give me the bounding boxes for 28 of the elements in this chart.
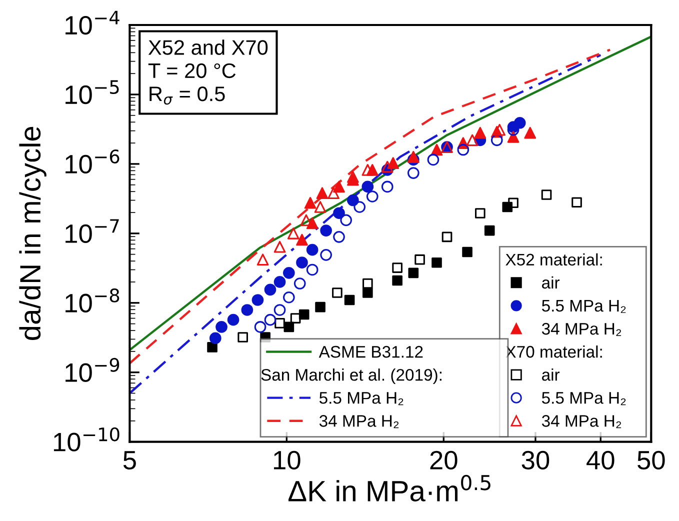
- x-tick-label: 10: [274, 450, 300, 470]
- annotation: X52 material:: [506, 253, 602, 266]
- annotation: San Marchi et al. (2019):: [261, 368, 442, 384]
- legend-label: air: [542, 368, 560, 381]
- x-tick-label: 30: [522, 450, 550, 470]
- y-tick-label: 10$^{−4}$: [66, 10, 120, 35]
- legend-label: ASME B31.12: [318, 346, 423, 358]
- annotation: X52 and X70 T = 20 °C R$_{σ}$ = 0.5: [148, 40, 268, 105]
- x-tick-label: 5: [123, 451, 136, 470]
- legend-label: 5.5 MPa H₂: [542, 300, 626, 313]
- y-tick-label: 10$^{−6}$: [66, 149, 120, 174]
- x-tick-label: 20: [430, 450, 458, 470]
- y-tick-label: 10$^{−8}$: [66, 288, 120, 312]
- y-tick-label: 10$^{−10}$: [54, 427, 120, 452]
- y-tick-label: 10$^{−7}$: [66, 219, 119, 244]
- legend-label: air: [542, 276, 560, 289]
- x-tick-label: 40: [586, 450, 614, 470]
- legend-label: 34 MPa H₂: [542, 322, 622, 336]
- legend-label: 34 MPa H₂: [319, 415, 399, 428]
- y-axis-title: da/dN in m/cycle: [19, 126, 46, 340]
- x-axis-title: ΔK in MPa·m$^{0.5}$: [288, 474, 490, 502]
- x-tick-label: 50: [638, 450, 665, 470]
- legend-label: 5.5 MPa H₂: [542, 392, 626, 406]
- annotation: X70 material:: [506, 345, 602, 358]
- legend-label: 5.5 MPa H₂: [319, 392, 404, 406]
- y-tick-label: 10$^{−5}$: [66, 80, 119, 104]
- legend-label: 34 MPa H₂: [542, 415, 622, 428]
- y-tick-label: 10$^{−9}$: [66, 358, 120, 382]
